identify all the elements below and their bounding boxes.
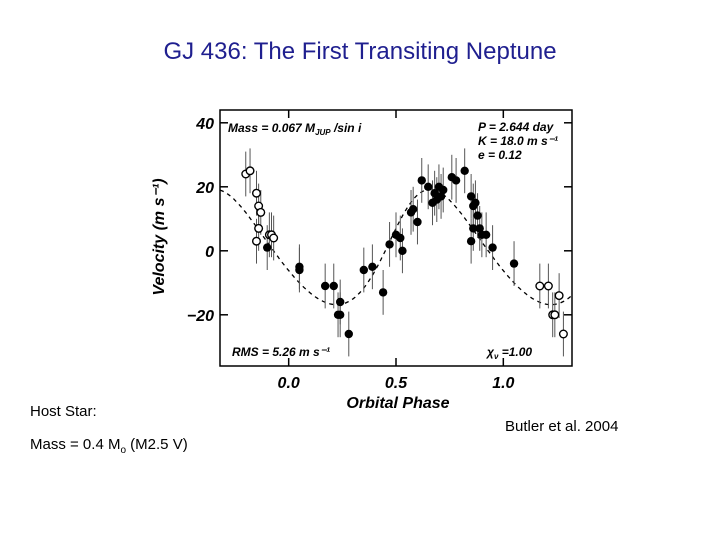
data-point-open <box>543 281 553 291</box>
data-point-filled <box>430 189 439 198</box>
data-point-filled <box>469 224 478 233</box>
host-star-label: Host Star: <box>30 403 97 420</box>
data-point-filled <box>359 265 369 275</box>
rv-chart: 0.0 0.5 1.0 −20 0 20 40 Mass = 0.067 MJUP /sin… <box>151 109 573 412</box>
data-point-filled <box>475 224 484 233</box>
data-point-filled <box>466 192 476 201</box>
data-point-filled <box>473 211 482 220</box>
y-tick-label: 20 <box>195 180 214 197</box>
semi-amplitude-annotation: K = 18.0 m s⁻¹ <box>478 134 558 148</box>
rms-annotation: RMS = 5.26 m s⁻¹ <box>232 345 330 359</box>
data-point-filled <box>295 262 304 271</box>
data-point-open <box>550 310 560 320</box>
data-point-filled <box>320 281 330 291</box>
data-point-filled <box>396 233 405 243</box>
data-point-filled <box>344 329 353 339</box>
x-axis-label: Orbital Phase <box>346 395 449 412</box>
model-curve <box>219 188 573 306</box>
data-point-filled <box>263 243 272 252</box>
data-point-filled <box>335 297 345 307</box>
data-point-filled <box>385 240 394 249</box>
data-point-filled <box>335 310 345 319</box>
data-point-open <box>251 236 261 246</box>
data-point-filled <box>466 237 476 246</box>
data-point-open <box>558 329 568 339</box>
eccentricity-annotation: e = 0.12 <box>478 148 522 162</box>
y-tick-label: 40 <box>195 116 214 133</box>
x-tick-label: 0.0 <box>278 375 300 392</box>
data-point-open <box>554 291 564 301</box>
period-annotation: P = 2.644 day <box>478 120 555 134</box>
data-point-filled <box>436 192 446 201</box>
data-point-open <box>256 207 266 217</box>
x-tick-label: 1.0 <box>492 375 514 392</box>
data-point-open <box>254 223 264 233</box>
citation: Butler et al. 2004 <box>505 418 619 435</box>
y-axis-label: Velocity (m s⁻¹) <box>151 178 168 295</box>
data-point-filled <box>509 259 519 268</box>
data-point-open <box>269 233 279 243</box>
data-point-filled <box>398 246 407 255</box>
data-point-open <box>251 188 261 198</box>
data-point-filled <box>417 176 426 185</box>
data-point-open <box>535 281 545 291</box>
y-tick-label: −20 <box>187 308 214 325</box>
data-point-filled <box>413 217 422 227</box>
x-tick-label: 0.5 <box>385 375 408 392</box>
y-tick-label: 0 <box>205 244 214 261</box>
data-point-filled <box>329 281 338 291</box>
data-point-filled <box>408 205 418 214</box>
slide-title: GJ 436: The First Transiting Neptune <box>163 38 557 65</box>
data-point-filled <box>439 185 448 195</box>
chi-annotation: χν =1.00 <box>485 345 532 361</box>
data-point-filled <box>488 243 497 252</box>
data-point-open <box>245 166 255 176</box>
data-point-filled <box>471 198 480 207</box>
data-point-filled <box>481 230 491 239</box>
data-point-filled <box>368 262 377 271</box>
data-point-filled <box>451 176 461 185</box>
data-point-filled <box>460 166 469 175</box>
data-point-filled <box>378 288 388 297</box>
data-point-filled <box>423 182 433 191</box>
mass-annotation: Mass = 0.067 MJUP /sin i <box>228 121 362 137</box>
host-star-mass: Mass = 0.4 Mo (M2.5 V) <box>30 436 188 456</box>
